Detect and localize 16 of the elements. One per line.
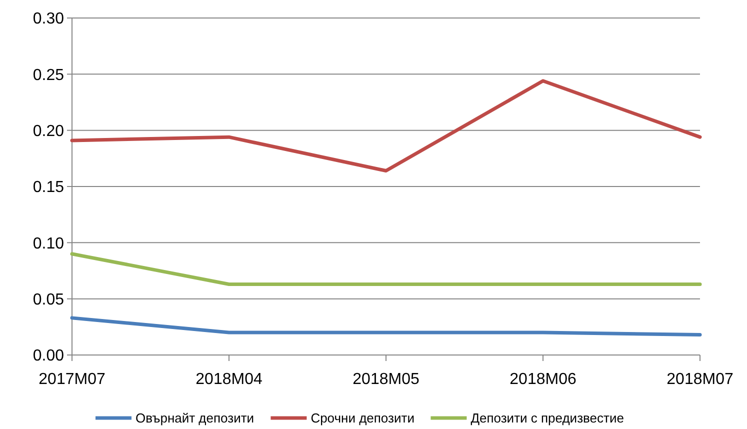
y-tick-label: 0.20 xyxy=(32,122,64,140)
x-tick-label: 2018M04 xyxy=(196,371,262,388)
x-tick-label: 2018M05 xyxy=(352,371,420,388)
line-series xyxy=(70,79,702,173)
legend-label: Срочни депозити xyxy=(310,410,414,426)
x-tick-label: 2017M07 xyxy=(38,371,106,388)
legend-label: Депозити с предизвестие xyxy=(470,410,624,426)
x-tick-label: 2018M06 xyxy=(510,371,576,388)
legend-label: Овърнайт депозити xyxy=(136,410,254,426)
y-tick-label: 0.05 xyxy=(32,291,64,308)
x-tick-label: 2018M07 xyxy=(666,371,734,388)
y-tick-label: 0.00 xyxy=(32,348,64,365)
y-tick-label: 0.25 xyxy=(32,66,64,84)
y-tick-label: 0.30 xyxy=(32,10,64,28)
y-tick-label: 0.15 xyxy=(32,179,64,196)
y-tick-label: 0.10 xyxy=(32,235,64,252)
